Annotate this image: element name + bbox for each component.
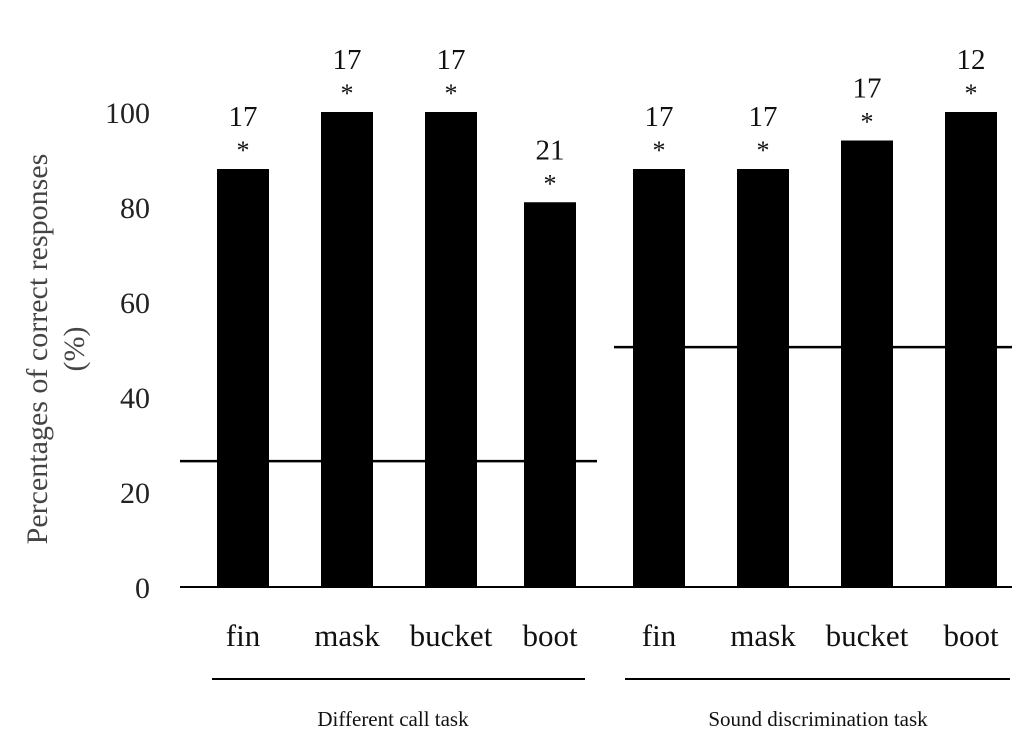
sample-size-label: 17 [333, 44, 362, 76]
sample-size-label: 17 [749, 101, 778, 133]
category-label: boot [522, 618, 578, 653]
y-axis-unit: (%) [58, 327, 91, 372]
category-label: fin [226, 618, 261, 653]
category-label: boot [943, 618, 999, 653]
sample-size-label: 17 [229, 101, 258, 133]
y-axis-title: Percentages of correct responses (%) [21, 154, 91, 545]
category-label: mask [730, 618, 796, 653]
category-label: fin [642, 618, 677, 653]
y-tick-label: 0 [135, 572, 150, 605]
bar [737, 169, 789, 587]
bar [633, 169, 685, 587]
category-label: bucket [410, 618, 493, 653]
sample-size-label: 12 [957, 44, 986, 76]
bar-annotations: * 17 * 17 * 17 * 21 * 17 * 17 * 17 * 12 [229, 44, 986, 198]
bar [321, 112, 373, 587]
bar [841, 140, 893, 587]
y-tick-label: 80 [120, 192, 150, 225]
significance-marker: * [965, 79, 978, 108]
y-axis-ticks: 0 20 40 60 80 100 [105, 97, 150, 605]
bar [425, 112, 477, 587]
group-label: Different call task [317, 707, 469, 731]
y-tick-label: 100 [105, 97, 150, 130]
sample-size-label: 17 [645, 101, 674, 133]
bar [524, 202, 576, 587]
y-axis-label: Percentages of correct responses [21, 154, 54, 545]
category-labels: fin mask bucket boot fin mask bucket boot [226, 618, 999, 653]
bar [217, 169, 269, 587]
significance-marker: * [861, 108, 874, 137]
sample-size-label: 21 [536, 134, 565, 166]
significance-marker: * [544, 169, 557, 198]
category-label: mask [314, 618, 380, 653]
y-tick-label: 60 [120, 287, 150, 320]
y-tick-label: 20 [120, 477, 150, 510]
significance-marker: * [341, 79, 354, 108]
significance-marker: * [237, 136, 250, 165]
sample-size-label: 17 [853, 73, 882, 105]
y-tick-label: 40 [120, 382, 150, 415]
significance-marker: * [653, 136, 666, 165]
group-labels: Different call task Sound discrimination … [212, 678, 1010, 731]
bar [945, 112, 997, 587]
group-label: Sound discrimination task [708, 707, 928, 731]
bar-series [217, 112, 997, 587]
category-label: bucket [826, 618, 909, 653]
sample-size-label: 17 [437, 44, 466, 76]
significance-marker: * [445, 79, 458, 108]
significance-marker: * [757, 136, 770, 165]
